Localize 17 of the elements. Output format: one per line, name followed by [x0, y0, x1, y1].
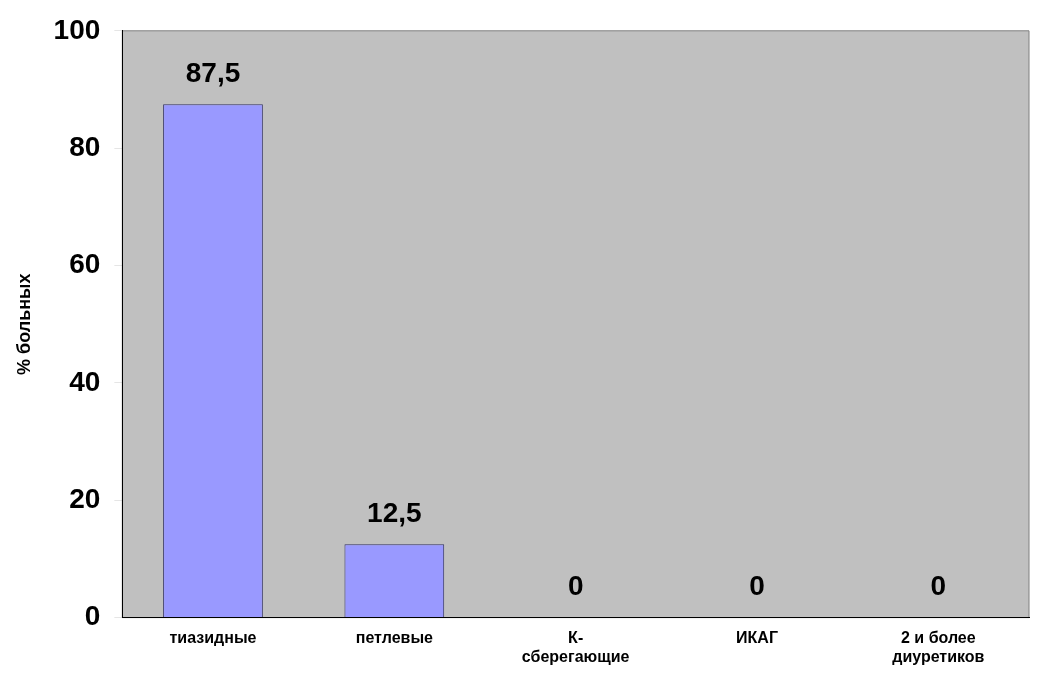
y-tick-label: 40: [69, 365, 101, 397]
x-tick-label: ИКАГ: [736, 628, 778, 646]
y-tick-label: 100: [53, 13, 101, 45]
y-tick-label: 20: [69, 482, 101, 514]
data-label: 0: [567, 570, 584, 602]
y-tick-label: 60: [69, 248, 101, 280]
data-label: 12,5: [367, 496, 422, 528]
y-tick-label: 80: [69, 130, 101, 162]
data-label: 87,5: [185, 56, 241, 88]
data-label: 0: [749, 570, 765, 602]
data-label: 0: [930, 570, 947, 602]
x-tick-label: петлевые: [355, 628, 434, 646]
x-tick-label: К-сберегающие: [521, 628, 630, 665]
x-tick-label: тиазидные: [169, 628, 257, 646]
x-tick-label: 2 и более диуретиков: [892, 628, 985, 665]
y-axis-title: % больных: [13, 273, 34, 375]
y-tick-label: 0: [84, 600, 101, 632]
